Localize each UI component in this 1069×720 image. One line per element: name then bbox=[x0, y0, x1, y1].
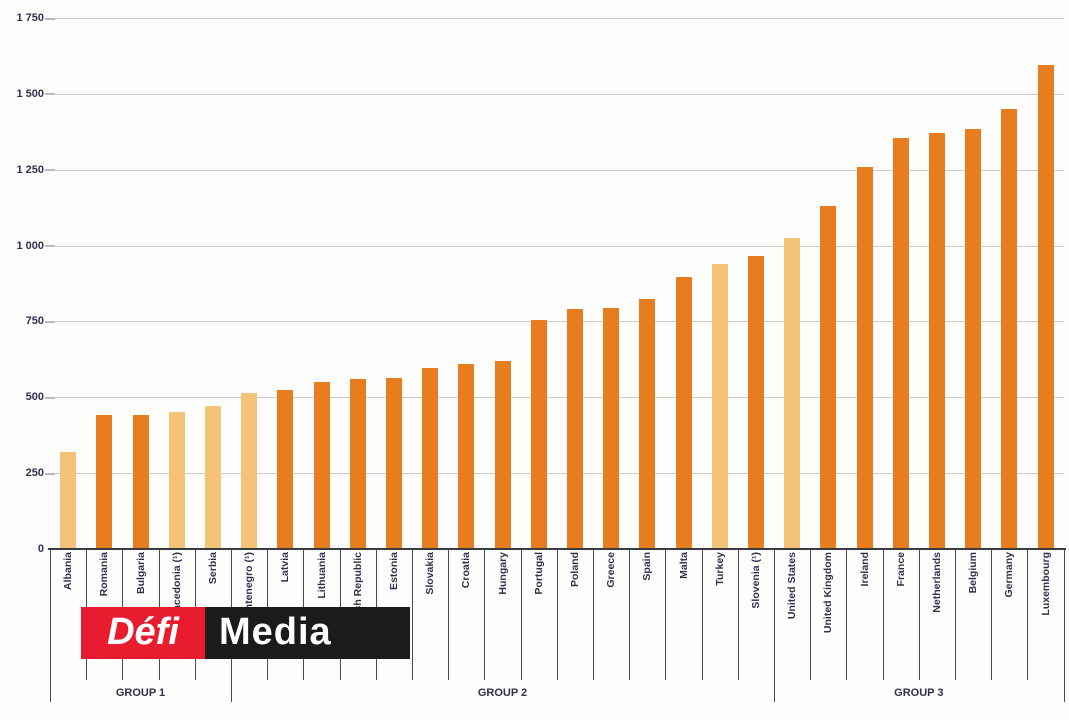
category-label: France bbox=[894, 552, 907, 587]
category-separator-line bbox=[665, 549, 667, 680]
bar-bulgaria bbox=[132, 415, 149, 549]
category-label: Turkey bbox=[713, 552, 726, 586]
gridline-1750 bbox=[50, 18, 1064, 19]
bar-poland bbox=[566, 309, 583, 549]
category-label: Ireland bbox=[858, 552, 871, 587]
bar-fyr-macedonia bbox=[168, 412, 185, 549]
category-separator-line bbox=[520, 549, 522, 680]
ytick-mark-1750 bbox=[45, 17, 55, 20]
category-separator-line bbox=[593, 549, 594, 680]
group-divider-line bbox=[50, 549, 51, 702]
bar-spain bbox=[639, 298, 656, 549]
bar-czech-republic bbox=[349, 379, 366, 549]
bar-portugal bbox=[530, 319, 547, 549]
category-label: Slovenia (¹) bbox=[749, 552, 762, 609]
category-separator-line bbox=[448, 549, 450, 680]
category-separator-line bbox=[629, 549, 631, 680]
bar-turkey bbox=[711, 263, 728, 549]
group-label-1: GROUP 1 bbox=[115, 687, 166, 699]
bar-netherlands bbox=[928, 133, 945, 549]
y-axis-tick-label: 500 bbox=[25, 391, 44, 404]
bar-ireland bbox=[856, 166, 873, 549]
y-axis-tick-label: 0 bbox=[37, 543, 44, 555]
bar-slovenia bbox=[747, 256, 764, 549]
bar-estonia bbox=[385, 377, 402, 549]
category-separator-line bbox=[810, 549, 812, 680]
category-separator-line bbox=[1027, 549, 1029, 680]
category-label: United States bbox=[786, 552, 799, 620]
category-label: Croatia bbox=[460, 552, 473, 589]
category-separator-line bbox=[556, 549, 558, 680]
gridline-1250 bbox=[50, 169, 1064, 171]
bar-united-states bbox=[784, 237, 801, 549]
group-divider-line bbox=[1063, 549, 1065, 702]
gridline-1500 bbox=[50, 93, 1064, 95]
watermark-defi-logo: Défi bbox=[81, 607, 205, 659]
group-label-3: GROUP 3 bbox=[894, 687, 944, 699]
category-separator-line bbox=[918, 549, 920, 680]
bar-france bbox=[892, 137, 909, 549]
gridline-500 bbox=[50, 397, 1064, 399]
defi-media-watermark: Défi Media bbox=[81, 607, 410, 659]
y-axis-tick-label: 1 500 bbox=[16, 87, 44, 100]
bar-slovakia bbox=[422, 368, 439, 549]
y-axis-tick-label: 1 750 bbox=[16, 12, 44, 24]
ytick-mark-1000 bbox=[45, 245, 55, 248]
category-label: Luxembourg bbox=[1039, 552, 1052, 616]
category-label: Spain bbox=[641, 552, 654, 581]
category-separator-line bbox=[955, 549, 956, 680]
ytick-mark-1250 bbox=[45, 169, 55, 172]
category-label: Belgium bbox=[967, 552, 980, 594]
ytick-mark-250 bbox=[45, 472, 55, 475]
bar-latvia bbox=[277, 389, 294, 549]
bar-belgium bbox=[965, 128, 982, 549]
category-separator-line bbox=[701, 549, 703, 680]
bar-luxembourg bbox=[1037, 65, 1054, 549]
bar-serbia bbox=[204, 406, 221, 549]
y-axis-tick-label: 750 bbox=[25, 315, 44, 328]
gridline-250 bbox=[50, 473, 1064, 475]
category-label: Netherlands bbox=[930, 552, 943, 613]
ytick-mark-1500 bbox=[45, 93, 55, 96]
category-label: Germany bbox=[1003, 552, 1016, 598]
category-label: Malta bbox=[677, 552, 690, 579]
bar-malta bbox=[675, 277, 692, 549]
bar-hungary bbox=[494, 360, 511, 549]
ytick-mark-750 bbox=[45, 320, 55, 323]
y-axis-tick-label: 250 bbox=[25, 467, 44, 480]
bar-united-kingdom bbox=[820, 206, 837, 549]
category-separator-line bbox=[737, 549, 739, 680]
bar-lithuania bbox=[313, 382, 330, 549]
category-separator-line bbox=[991, 549, 993, 680]
bar-croatia bbox=[458, 363, 475, 549]
watermark-media-logo: Media bbox=[205, 607, 410, 659]
bar-greece bbox=[603, 307, 620, 549]
category-label: Slovakia bbox=[424, 552, 437, 595]
category-label: Poland bbox=[568, 552, 581, 588]
category-label: Portugal bbox=[532, 552, 545, 595]
category-separator-line bbox=[484, 549, 486, 680]
group-label-2: GROUP 2 bbox=[477, 687, 528, 699]
category-separator-line bbox=[412, 549, 413, 680]
category-label: Greece bbox=[605, 552, 618, 588]
group-divider-line bbox=[774, 549, 775, 702]
category-label: United Kingdom bbox=[822, 552, 835, 634]
bar-germany bbox=[1001, 109, 1018, 549]
category-label: Hungary bbox=[496, 552, 509, 595]
gridline-750 bbox=[50, 321, 1064, 323]
ytick-mark-500 bbox=[45, 396, 55, 399]
y-axis-tick-label: 1 000 bbox=[16, 239, 44, 252]
bar-albania bbox=[60, 451, 77, 549]
gridline-1000 bbox=[50, 245, 1064, 247]
category-separator-line bbox=[846, 549, 848, 680]
category-separator-line bbox=[882, 549, 884, 680]
y-axis-tick-label: 1 250 bbox=[16, 163, 44, 176]
bar-montenegro bbox=[241, 392, 258, 549]
bar-romania bbox=[96, 415, 113, 549]
